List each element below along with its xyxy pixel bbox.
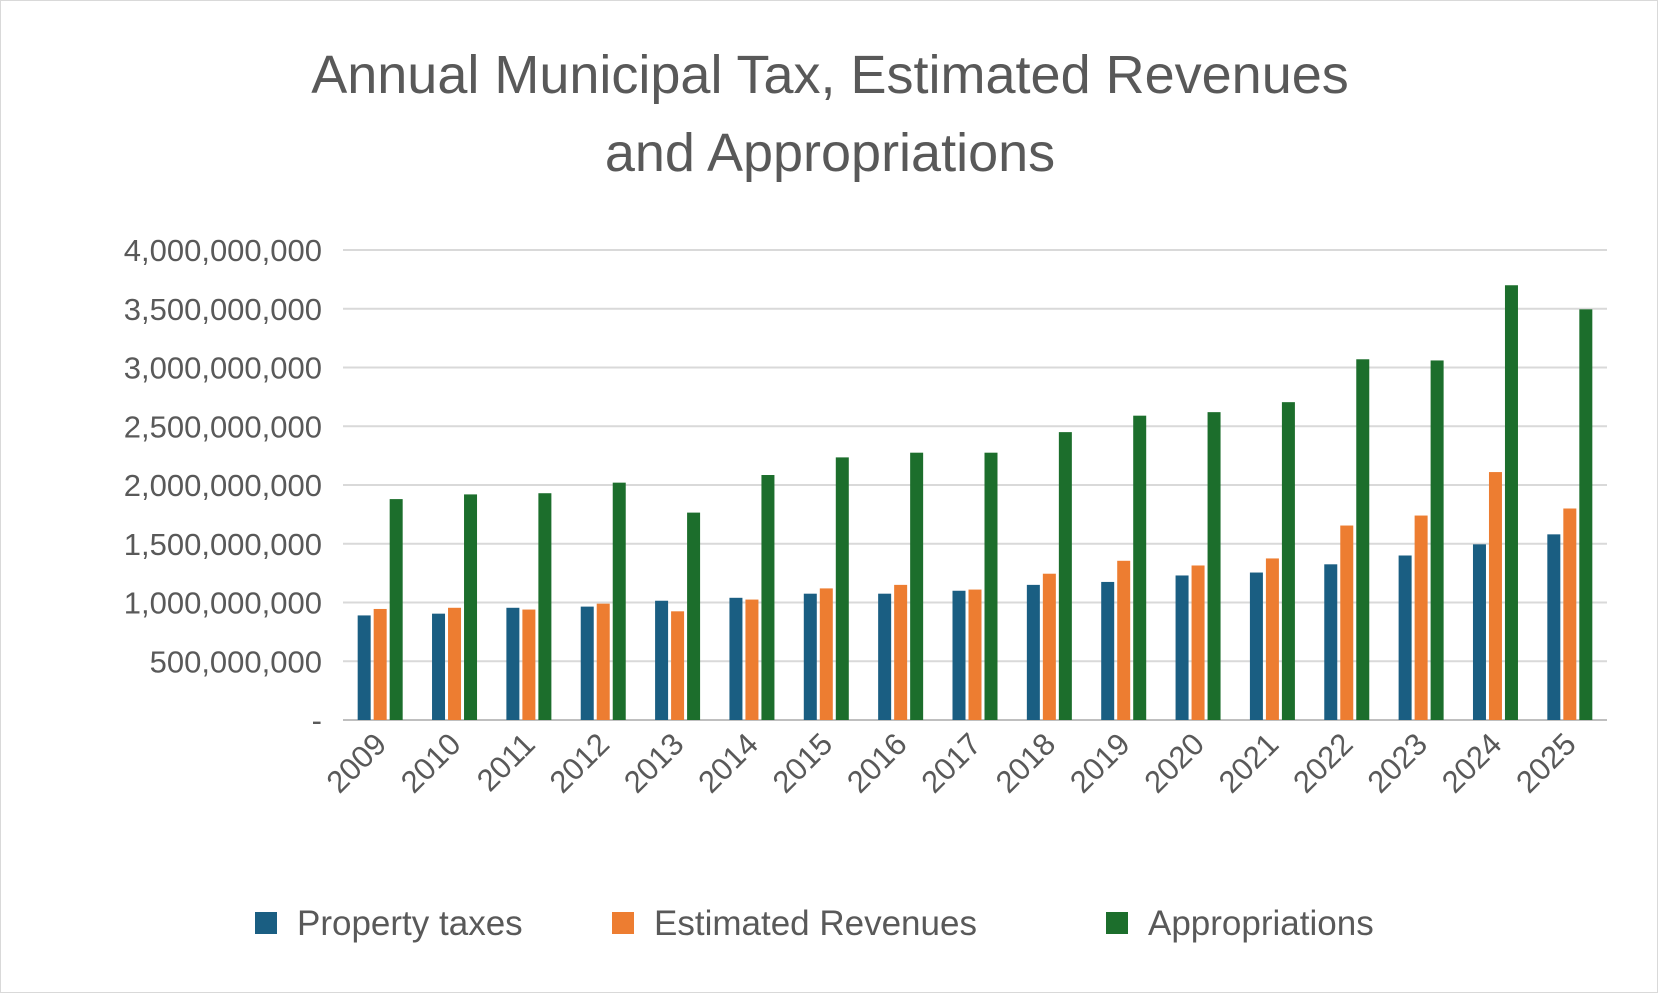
y-tick-label: 1,500,000,000	[124, 527, 322, 562]
x-tick-label: 2016	[840, 726, 914, 800]
bar-estimated-revenues	[1042, 573, 1056, 720]
x-axis-tick-labels: 2009 2010 2011 2012 2013 2014 2015 2016 2017 2018…	[320, 726, 1583, 800]
y-tick-label: 4,000,000,000	[124, 233, 322, 268]
bar-property-taxes	[1175, 575, 1189, 720]
y-axis-tick-labels: - 500,000,000 1,000,000,000 1,500,000,000 2,…	[124, 233, 322, 738]
x-tick-label: 2023	[1361, 726, 1435, 800]
x-tick-label: 2012	[543, 726, 617, 800]
y-tick-label: -	[312, 703, 322, 738]
y-tick-label: 2,000,000,000	[124, 468, 322, 503]
bar-property-taxes	[729, 597, 743, 720]
bar-property-taxes	[803, 593, 817, 720]
legend: Property taxes Estimated Revenues Appropri…	[255, 904, 1374, 943]
legend-swatch	[1106, 912, 1128, 934]
x-tick-label: 2013	[617, 726, 691, 800]
bar-property-taxes	[1398, 555, 1412, 720]
legend-label: Appropriations	[1148, 904, 1374, 943]
bar-appropriations	[1504, 285, 1518, 720]
x-tick-label: 2019	[1063, 726, 1137, 800]
legend-swatch	[612, 912, 634, 934]
gridlines	[343, 249, 1607, 721]
x-tick-label: 2014	[691, 726, 765, 800]
bar-appropriations	[1133, 415, 1147, 720]
bar-estimated-revenues	[1191, 565, 1205, 720]
bar-property-taxes	[952, 590, 966, 720]
x-tick-label: 2017	[914, 726, 988, 800]
x-tick-label: 2010	[394, 726, 468, 800]
bar-estimated-revenues	[373, 608, 387, 720]
bar-property-taxes	[506, 607, 520, 720]
bar-appropriations	[612, 482, 626, 720]
legend-label: Estimated Revenues	[654, 904, 977, 943]
bar-property-taxes	[1249, 572, 1263, 720]
bar-appropriations	[835, 457, 849, 720]
bar-appropriations	[1356, 359, 1370, 720]
x-tick-label: 2021	[1212, 726, 1286, 800]
bar-property-taxes	[878, 593, 892, 720]
bar-appropriations	[1207, 412, 1221, 720]
legend-label: Property taxes	[297, 904, 523, 943]
bar-appropriations	[1281, 402, 1295, 720]
bar-appropriations	[910, 452, 924, 720]
y-tick-label: 1,000,000,000	[124, 586, 322, 621]
bar-appropriations	[389, 499, 403, 720]
bar-estimated-revenues	[745, 599, 759, 720]
chart-title-line-2: and Appropriations	[605, 123, 1055, 183]
y-tick-label: 2,500,000,000	[124, 409, 322, 444]
bar-property-taxes	[357, 615, 371, 720]
y-tick-label: 500,000,000	[150, 644, 322, 679]
chart-title-line-1: Annual Municipal Tax, Estimated Revenues	[311, 45, 1349, 105]
bar-estimated-revenues	[819, 588, 833, 720]
bar-estimated-revenues	[894, 584, 908, 720]
x-tick-label: 2018	[989, 726, 1063, 800]
bar-property-taxes	[1026, 584, 1040, 720]
bar-estimated-revenues	[448, 607, 462, 720]
bar-estimated-revenues	[522, 609, 536, 720]
bar-property-taxes	[1324, 564, 1338, 720]
bar-property-taxes	[580, 606, 594, 720]
x-tick-label: 2015	[766, 726, 840, 800]
bars	[357, 285, 1593, 720]
bar-property-taxes	[1547, 534, 1561, 720]
bar-property-taxes	[1472, 544, 1486, 720]
bar-appropriations	[538, 493, 552, 720]
bar-estimated-revenues	[596, 603, 610, 720]
legend-swatch	[255, 912, 277, 934]
bar-appropriations	[984, 452, 998, 720]
bar-estimated-revenues	[1340, 525, 1354, 720]
bar-property-taxes	[432, 613, 446, 720]
y-tick-label: 3,000,000,000	[124, 351, 322, 386]
x-tick-label: 2024	[1435, 726, 1509, 800]
x-tick-label: 2025	[1509, 726, 1583, 800]
bar-appropriations	[464, 494, 478, 720]
bar-estimated-revenues	[968, 589, 982, 720]
y-tick-label: 3,500,000,000	[124, 292, 322, 327]
bar-estimated-revenues	[1265, 558, 1279, 720]
bar-appropriations	[687, 512, 701, 720]
bar-estimated-revenues	[1488, 472, 1502, 720]
bar-estimated-revenues	[1563, 508, 1577, 720]
x-tick-label: 2020	[1137, 726, 1211, 800]
bar-appropriations	[1430, 360, 1444, 720]
bar-appropriations	[761, 475, 775, 720]
x-tick-label: 2009	[320, 726, 394, 800]
bar-estimated-revenues	[1414, 515, 1428, 720]
x-tick-label: 2011	[470, 726, 542, 798]
bar-estimated-revenues	[671, 611, 685, 720]
x-tick-label: 2022	[1286, 726, 1360, 800]
bar-property-taxes	[1101, 581, 1115, 720]
bar-appropriations	[1058, 432, 1072, 720]
bar-estimated-revenues	[1117, 560, 1131, 720]
bar-appropriations	[1579, 309, 1593, 720]
bar-property-taxes	[655, 600, 669, 720]
